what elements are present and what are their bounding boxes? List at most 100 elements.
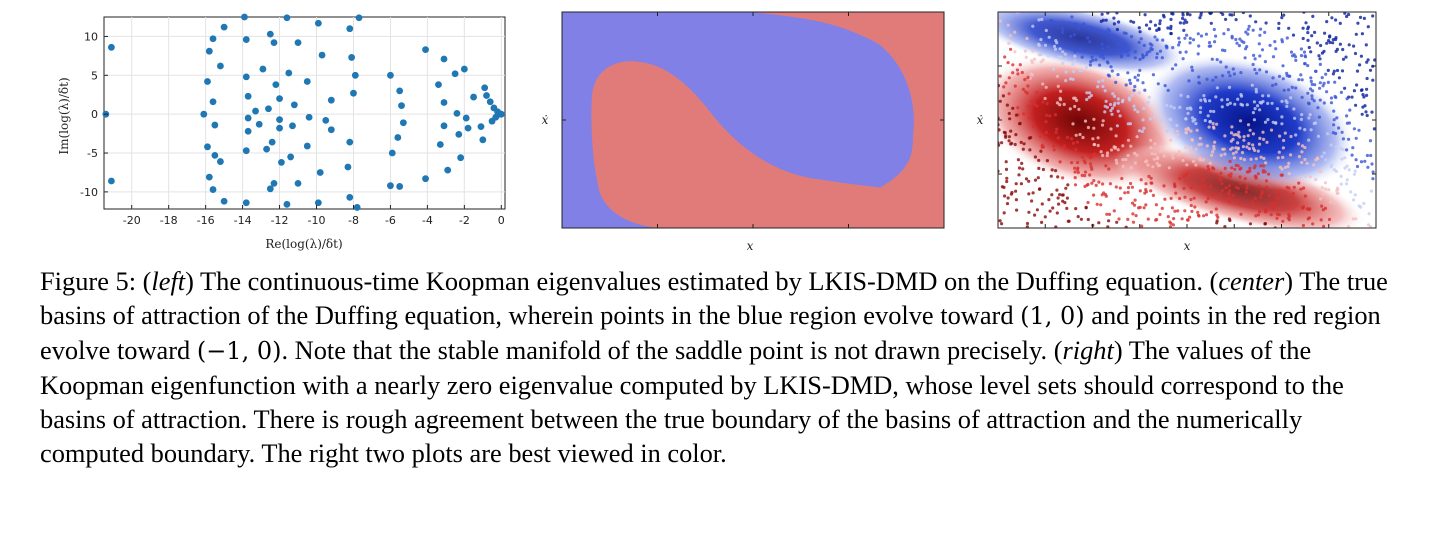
sample-point [1271, 83, 1275, 88]
sample-point [1175, 129, 1179, 133]
eigenvalue-point [355, 14, 363, 22]
figure-caption: Figure 5: (left) The continuous-time Koo… [40, 266, 1388, 468]
sample-point [1044, 120, 1048, 124]
sample-point [1205, 77, 1209, 81]
sample-point [1305, 207, 1309, 211]
sample-point [1208, 161, 1212, 165]
sample-point [1086, 125, 1090, 130]
sample-point [1074, 22, 1078, 26]
sample-point [1097, 180, 1101, 184]
sample-point [1147, 95, 1151, 99]
eigenvalue-point [259, 65, 267, 73]
sample-point [1070, 15, 1074, 19]
sample-point [1134, 214, 1138, 218]
sample-point [1181, 57, 1185, 61]
sample-point [1234, 18, 1238, 22]
sample-point [1337, 76, 1341, 80]
sample-point [1338, 21, 1342, 25]
sample-point [1039, 37, 1043, 42]
sample-point [1218, 175, 1222, 179]
sample-point [1262, 164, 1266, 168]
sample-point [1011, 71, 1015, 75]
sample-point [1055, 127, 1059, 131]
basins-of-attraction-plot: x ẋ [542, 11, 945, 253]
sample-point [1105, 151, 1110, 155]
sample-point [1373, 58, 1376, 62]
sample-point [1273, 204, 1277, 208]
sample-point [1228, 175, 1233, 179]
sample-point [1253, 164, 1257, 168]
sample-point [1319, 197, 1323, 201]
sample-point [1343, 156, 1347, 160]
sample-point [1274, 121, 1278, 125]
sample-point [1122, 43, 1126, 47]
sample-point [1064, 70, 1068, 74]
sample-point [1234, 146, 1238, 150]
sample-point [1186, 111, 1190, 115]
sample-point [1013, 50, 1017, 54]
x-tick-label: -4 [422, 214, 433, 227]
sample-point [1236, 199, 1240, 203]
sample-point [1118, 114, 1122, 118]
sample-point [1073, 176, 1077, 180]
sample-point [1066, 219, 1070, 223]
caption-center-word: center [1218, 266, 1285, 296]
sample-point [1129, 19, 1133, 23]
sample-point [1222, 32, 1226, 36]
eigenvalue-point [204, 78, 211, 85]
sample-point [1076, 160, 1080, 165]
sample-point [1297, 142, 1301, 146]
sample-point [1212, 109, 1216, 114]
sample-point [1329, 96, 1334, 100]
sample-point [1114, 134, 1118, 138]
sample-point [1244, 190, 1248, 194]
sample-point [1315, 41, 1319, 45]
sample-point [1214, 173, 1219, 177]
sample-point [1160, 56, 1164, 60]
sample-point [1199, 106, 1203, 110]
sample-point [1104, 194, 1108, 198]
sample-point [1169, 196, 1173, 200]
eigenvalue-point [266, 185, 274, 193]
eigenvalue-point [481, 84, 489, 92]
sample-point [1306, 30, 1310, 35]
eigenvalue-point [266, 30, 274, 38]
sample-point [1125, 49, 1129, 53]
sample-point [1259, 164, 1263, 168]
sample-point [1197, 44, 1201, 48]
sample-point [1334, 95, 1338, 100]
sample-point [1289, 50, 1294, 54]
sample-point [1150, 152, 1154, 156]
sample-point [1033, 155, 1037, 159]
eigenvalue-point [394, 134, 402, 141]
eigenvalue-point [435, 81, 442, 89]
eigenvalue-point [462, 114, 470, 122]
sample-point [1249, 157, 1253, 161]
sample-point [1193, 118, 1197, 122]
sample-point [1054, 169, 1058, 173]
sample-point [1285, 104, 1289, 108]
sample-point [1241, 12, 1245, 15]
sample-point [1159, 145, 1163, 149]
sample-point [1317, 169, 1321, 173]
sample-point [1291, 33, 1296, 37]
sample-point [1294, 133, 1298, 137]
sample-point [1329, 200, 1333, 204]
sample-point [1166, 215, 1170, 219]
sample-point [1073, 104, 1077, 109]
sample-point [1220, 105, 1224, 109]
caption-math-1: (1, 0) [1020, 302, 1085, 330]
sample-point [1109, 127, 1113, 131]
sample-point [1188, 13, 1192, 17]
sample-point [1299, 187, 1303, 191]
eigenvalue-point [464, 124, 472, 132]
eigenvalue-point [211, 121, 219, 129]
sample-point [1137, 40, 1141, 45]
sample-point [1138, 68, 1142, 72]
sample-point [1058, 96, 1062, 100]
sample-point [1022, 142, 1026, 146]
sample-point [1208, 184, 1213, 188]
sample-point [1000, 185, 1005, 189]
sample-point [1239, 102, 1243, 106]
sample-point [1180, 217, 1184, 221]
